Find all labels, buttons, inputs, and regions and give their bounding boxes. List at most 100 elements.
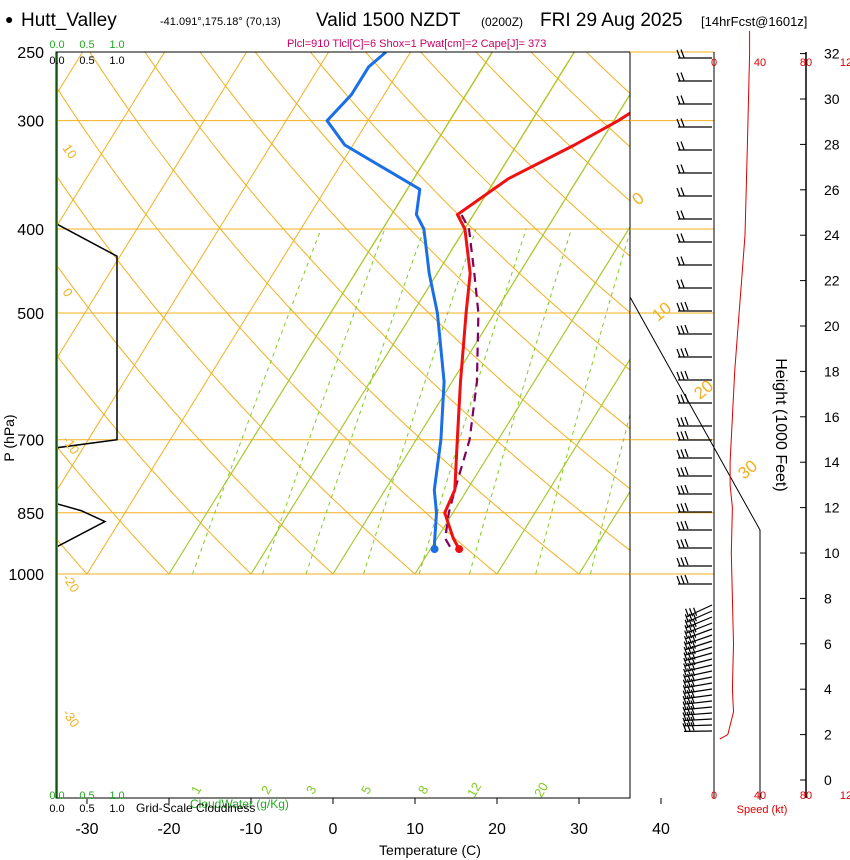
pressure-tick-label: 500 xyxy=(17,306,44,323)
isotherm-line xyxy=(56,52,166,229)
wind-barb-feather xyxy=(686,717,691,726)
wind-barb-feather xyxy=(680,485,685,494)
wind-barb xyxy=(676,520,712,531)
wind-barb xyxy=(682,700,713,711)
wind-barb-feather xyxy=(676,256,681,266)
wind-barb xyxy=(684,610,713,623)
wind-barb xyxy=(676,484,712,495)
pressure-tick-label: 1000 xyxy=(8,567,44,584)
wind-barb xyxy=(676,141,712,151)
wind-barb-feather xyxy=(676,118,681,128)
wind-barb xyxy=(683,640,713,651)
wind-barb-feather xyxy=(684,502,689,512)
wind-barb-feather xyxy=(683,641,688,650)
station-coords: -41.091°,175.18° (70,13) xyxy=(160,16,281,28)
wind-barb xyxy=(676,416,712,427)
x-tick-label: -30 xyxy=(75,821,98,838)
pressure-tick-label: 400 xyxy=(17,222,44,239)
wind-barb-feather xyxy=(684,556,689,566)
wind-barb-staff xyxy=(685,622,713,634)
isotherm-line xyxy=(0,52,1,574)
wind-barb-feather xyxy=(691,634,697,644)
speed-axis-label: Speed (kt) xyxy=(737,804,788,816)
wind-barb-feather xyxy=(676,95,681,105)
cloudiness-tick-top: 0.0 xyxy=(49,55,64,67)
wind-barb-feather xyxy=(676,302,681,312)
wind-barb-staff xyxy=(684,682,713,689)
wind-barb-feather xyxy=(680,521,685,530)
height-axis-label: Height (1000 Feet) xyxy=(772,358,789,491)
wind-barb-feather xyxy=(682,690,687,699)
wind-barb-feather xyxy=(684,448,689,458)
wind-barb-feather xyxy=(680,187,685,196)
isotherm-line xyxy=(56,52,330,493)
wind-barb-feather xyxy=(680,557,685,566)
dewpoint-trace xyxy=(325,52,446,550)
wind-barb-staff xyxy=(684,652,713,662)
wind-barb-feather xyxy=(690,711,695,720)
wind-barb-feather xyxy=(690,722,695,731)
wind-barb-feather xyxy=(691,662,696,671)
wind-barb-feather xyxy=(676,371,681,381)
height-tick-label: 8 xyxy=(824,590,832,606)
moist-adiabat-line xyxy=(578,490,630,575)
cloudiness-tick-bottom: 0.5 xyxy=(79,803,94,815)
utc-time: (0200Z) xyxy=(481,15,524,29)
wind-barb-feather xyxy=(683,646,688,656)
dry-adiabat-line xyxy=(807,52,850,574)
wind-barb-feather xyxy=(688,629,693,639)
wind-barb xyxy=(676,574,712,585)
x-axis-label: Temperature (C) xyxy=(379,842,481,858)
wind-barb-staff xyxy=(685,628,713,640)
plot-frame xyxy=(55,51,631,799)
height-tick-label: 32 xyxy=(824,46,840,62)
mixing-ratio-line xyxy=(590,412,630,575)
wind-barb-staff xyxy=(684,694,713,700)
dry-adiabat-line xyxy=(254,52,630,430)
mixing-ratio-line xyxy=(262,228,386,575)
wind-barb-feather xyxy=(693,607,698,616)
wind-barb-feather xyxy=(680,417,685,426)
height-tick-label: 16 xyxy=(824,409,840,425)
dry-adiabat-line xyxy=(365,52,630,314)
wind-barb-feather xyxy=(676,485,681,495)
cloudiness-tick-bottom: 0.0 xyxy=(49,803,64,815)
wind-barb-feather xyxy=(680,72,685,81)
moist-adiabat-line xyxy=(168,52,493,575)
tropopause-boundary xyxy=(629,296,761,800)
wind-barb-feather xyxy=(680,210,685,219)
wind-barb-feather xyxy=(676,539,681,549)
wind-barb-feather xyxy=(684,393,689,403)
height-tick-label: 20 xyxy=(824,318,840,334)
wind-barb-feather xyxy=(680,279,685,288)
wind-barb-staff xyxy=(685,616,713,629)
wind-barb xyxy=(682,705,713,716)
wind-barb xyxy=(676,233,712,243)
wind-barb-feather xyxy=(690,700,695,709)
wind-barb-feather xyxy=(684,430,689,440)
mixing-ratio-label: 8 xyxy=(415,783,432,797)
wind-barb-feather xyxy=(676,164,681,174)
wind-barb-feather xyxy=(676,467,681,477)
wind-speed-profile xyxy=(719,30,751,740)
wind-barb-feather xyxy=(686,722,691,732)
wind-barb-staff xyxy=(685,646,713,656)
pressure-tick-label: 250 xyxy=(17,45,44,62)
mixing-ratio-label: 12 xyxy=(464,780,484,800)
wind-barb xyxy=(676,556,712,567)
parcel-trace xyxy=(444,214,480,548)
wind-barb-feather xyxy=(684,347,689,357)
wind-barb xyxy=(676,347,712,358)
cloud-water-tick-bottom: 0.0 xyxy=(49,790,64,802)
wind-barb xyxy=(682,722,713,732)
wind-barb-feather xyxy=(687,646,692,655)
wind-barb-feather xyxy=(683,652,688,661)
dry-adiabat-line xyxy=(420,52,630,257)
height-tick-label: 12 xyxy=(824,500,840,516)
wind-barb-staff xyxy=(684,706,713,711)
wind-barb-feather xyxy=(684,416,689,426)
speed-tick-label-bottom: 40 xyxy=(754,790,766,802)
wind-barb xyxy=(685,604,713,618)
wind-barb-staff xyxy=(684,676,713,683)
mixing-ratio-label: 3 xyxy=(303,783,320,797)
